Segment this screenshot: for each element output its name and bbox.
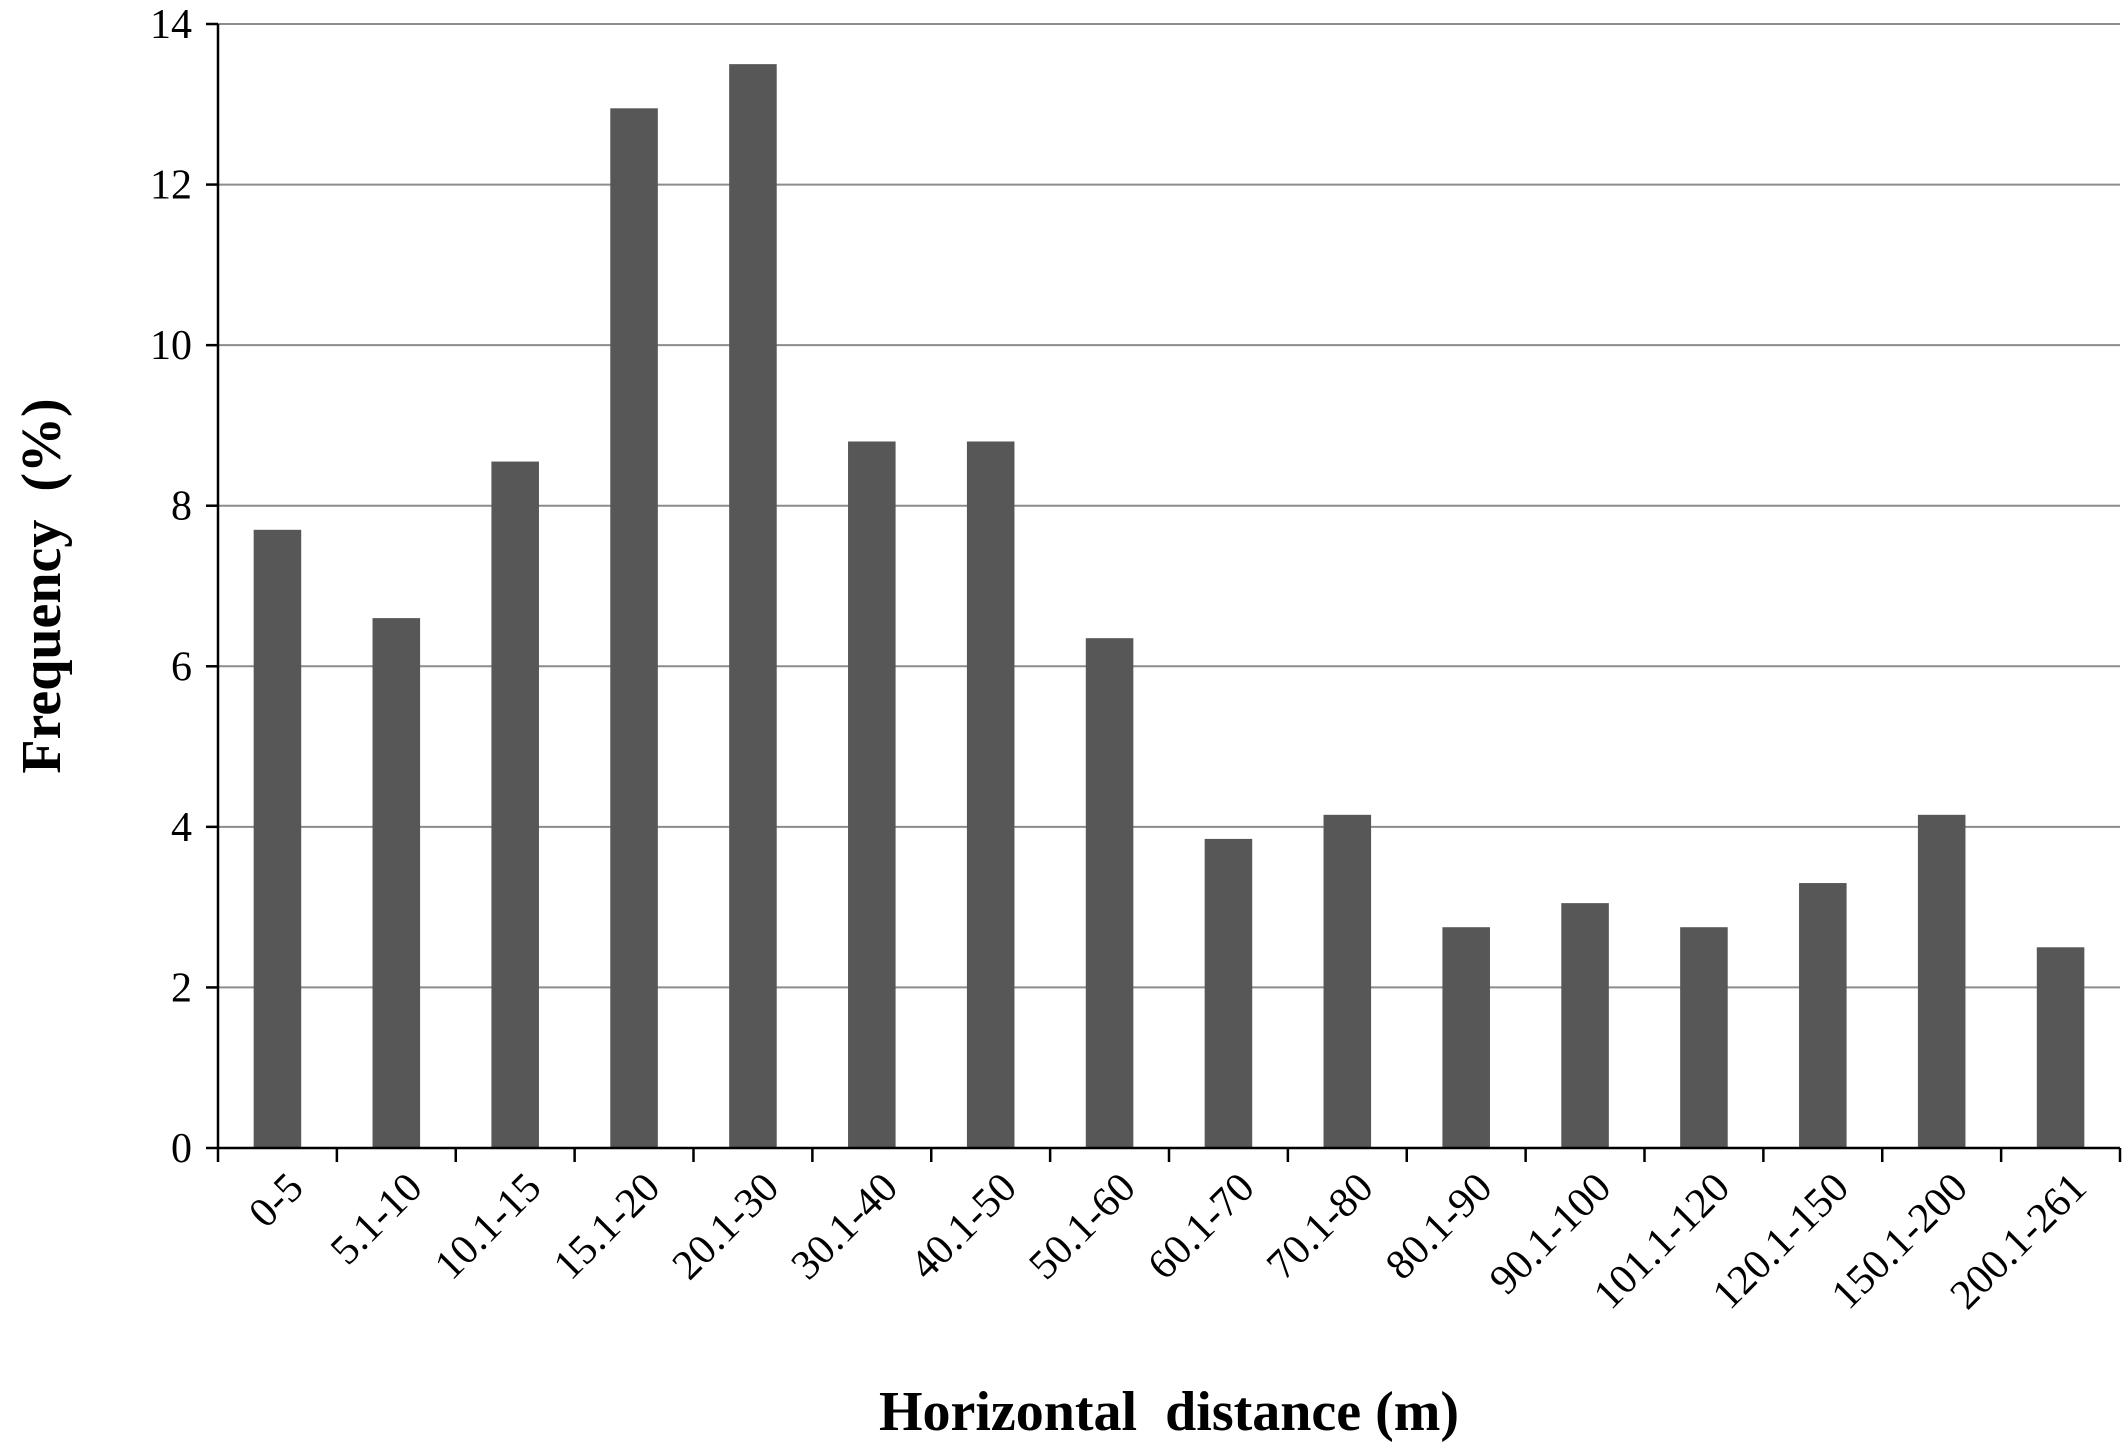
y-tick-label: 4: [171, 805, 192, 851]
y-tick-labels: 0 2 4 6 8 10 12 14: [150, 2, 192, 1172]
y-tick-label: 14: [150, 2, 192, 48]
y-tick-label: 10: [150, 323, 192, 369]
bar: [1204, 838, 1253, 1148]
x-tick-labels: 0-5 5.1-1010.1-1515.1-2020.1-3030.1-4040.…: [240, 1165, 2095, 1319]
x-ticks: [216, 1148, 2122, 1162]
y-tick-label: 8: [171, 484, 192, 530]
y-ticks: [206, 22, 218, 1150]
bar: [729, 64, 777, 1149]
x-tick-label: 30.1-40: [783, 1165, 907, 1289]
y-tick-label: 6: [171, 644, 192, 690]
bar: [848, 441, 896, 1148]
y-tick-label: 12: [150, 163, 192, 209]
bar: [1442, 927, 1490, 1148]
bar: [966, 441, 1015, 1148]
bar: [372, 618, 421, 1148]
bar: [1561, 903, 1609, 1148]
bar: [253, 529, 302, 1148]
bar: [1323, 814, 1372, 1148]
bar: [491, 461, 539, 1148]
x-tick-label: 5.1-10: [322, 1165, 431, 1274]
x-tick-label: 50.1-60: [1021, 1165, 1145, 1289]
bar: [1799, 883, 1847, 1148]
bar: [1085, 638, 1134, 1148]
y-tick-label: 2: [171, 965, 192, 1011]
x-tick-label: 60.1-70: [1139, 1165, 1263, 1289]
bar: [1680, 927, 1728, 1148]
x-tick-label: 20.1-30: [664, 1165, 788, 1289]
y-tick-label: 0: [171, 1126, 192, 1172]
x-axis-title: Horizontal distance (m): [879, 1381, 1459, 1443]
x-tick-label: 0-5: [240, 1165, 312, 1237]
bar: [1917, 814, 1966, 1148]
bar: [610, 108, 658, 1148]
x-tick-label: 70.1-80: [1258, 1165, 1382, 1289]
x-tick-label: 15.1-20: [545, 1165, 669, 1289]
x-tick-label: 40.1-50: [902, 1165, 1026, 1289]
y-axis-title: Frequency (%): [11, 398, 73, 773]
bars: [253, 64, 2085, 1149]
bar: [2036, 947, 2085, 1148]
x-tick-label: 10.1-15: [426, 1165, 550, 1289]
